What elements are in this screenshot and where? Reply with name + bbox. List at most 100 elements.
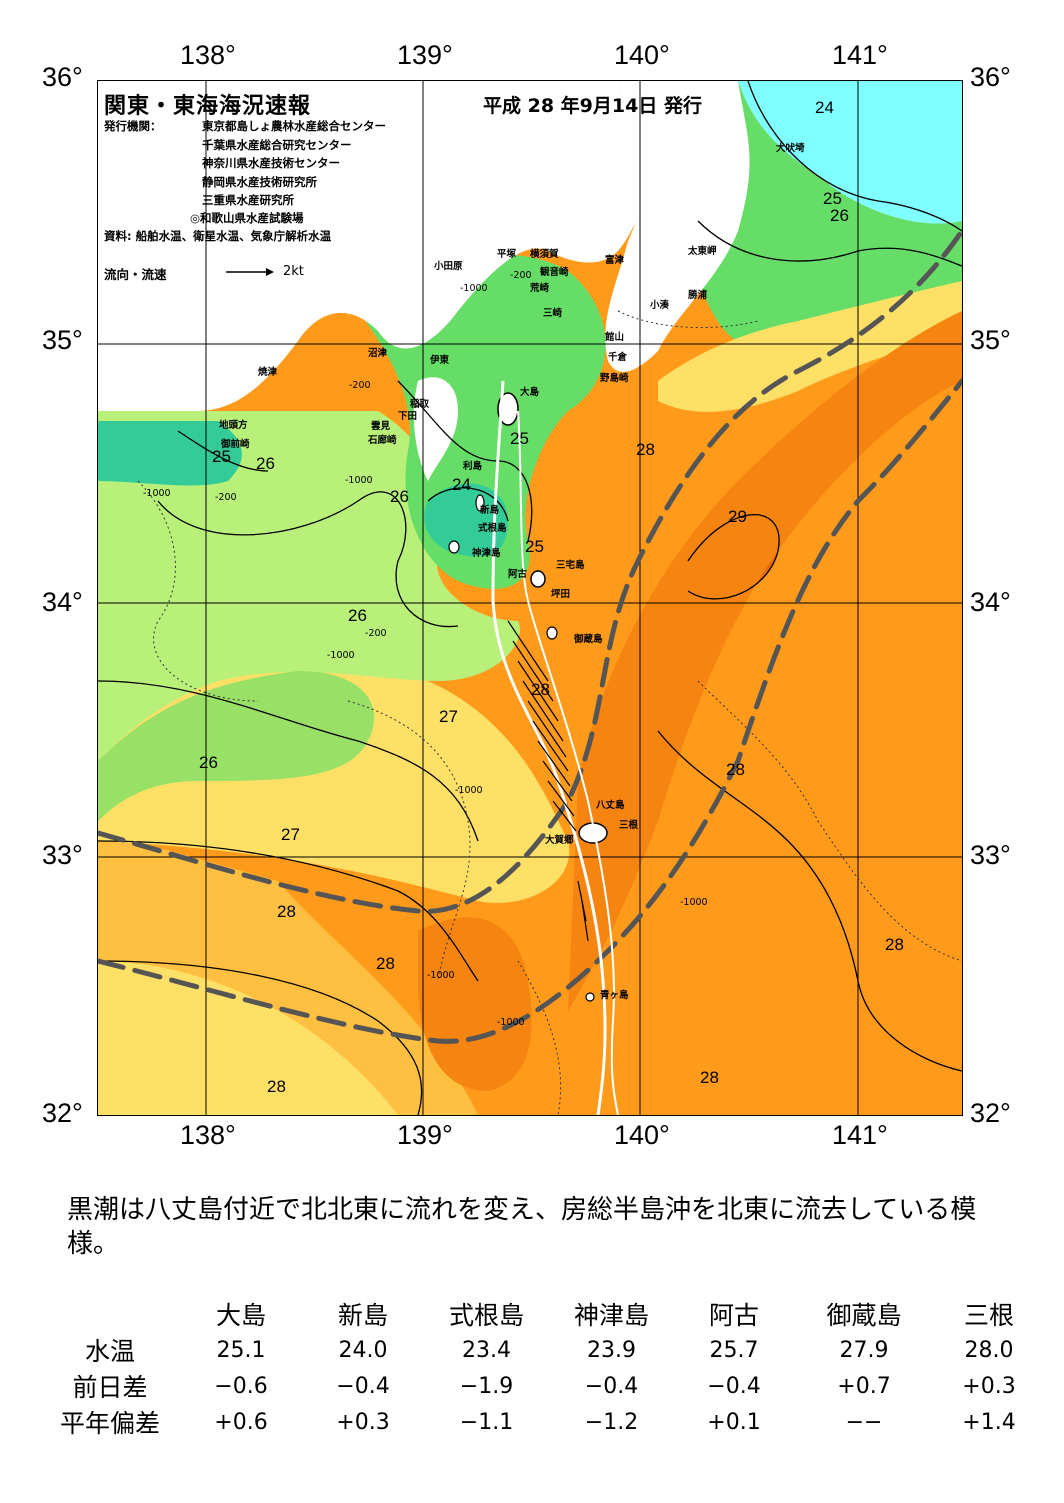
place-mikurajima: 御蔵島 xyxy=(574,631,603,645)
place-miyakejima: 三宅島 xyxy=(556,557,585,571)
place-arasaki: 荒崎 xyxy=(530,280,549,294)
map-title: 関東・東海海況速報 xyxy=(104,88,311,120)
depth-label: -200 xyxy=(510,270,532,281)
depth-label: -1000 xyxy=(680,897,708,908)
depth-label: -1000 xyxy=(455,785,483,796)
isotherm-label: 28 xyxy=(376,954,395,974)
data-sources: 資料: 船舶水温、衛星水温、気象庁解析水温 xyxy=(104,227,331,246)
table-cell: 24.0 xyxy=(302,1332,424,1368)
table-cell: −− xyxy=(794,1404,934,1440)
isotherm-label: 24 xyxy=(815,98,834,118)
place-katsuura: 勝浦 xyxy=(688,287,707,301)
table-cell: +1.4 xyxy=(934,1404,1044,1440)
depth-label: -1000 xyxy=(143,488,171,499)
column-header: 三根 xyxy=(934,1296,1044,1332)
isotherm-label: 28 xyxy=(531,680,550,700)
station-temperature-table: 大島 新島 式根島 神津島 阿古 御蔵島 三根 水温 25.1 24.0 23.… xyxy=(40,1296,1044,1440)
place-yaizu: 焼津 xyxy=(258,364,277,378)
table-cell: 25.7 xyxy=(674,1332,794,1368)
place-odawara: 小田原 xyxy=(434,258,463,272)
place-nojimazaki: 野島崎 xyxy=(600,370,629,384)
lon-label-139-bottom: 139° xyxy=(397,1120,453,1151)
row-label: 水温 xyxy=(40,1332,180,1368)
column-header: 式根島 xyxy=(424,1296,549,1332)
place-kumomi: 雲見 xyxy=(371,418,390,432)
place-kannonzaki: 観音崎 xyxy=(540,264,569,278)
column-header: 大島 xyxy=(180,1296,302,1332)
issuer-item: 千葉県水産総合研究センター xyxy=(202,136,386,155)
place-futtsu: 富津 xyxy=(605,252,624,266)
table-header-row: 大島 新島 式根島 神津島 阿古 御蔵島 三根 xyxy=(40,1296,1044,1332)
depth-label: -1000 xyxy=(345,475,373,486)
lon-label-141-top: 141° xyxy=(832,40,888,71)
situation-comment: 黒潮は八丈島付近で北北東に流れを変え、房総半島沖を北東に流去している模様。 xyxy=(67,1193,1027,1261)
table-cell: 23.9 xyxy=(549,1332,674,1368)
table-cell: +0.3 xyxy=(302,1404,424,1440)
place-ako: 阿古 xyxy=(508,566,527,580)
table-cell: +0.7 xyxy=(794,1368,934,1404)
lat-label-32-right: 32° xyxy=(970,1098,1011,1129)
flow-legend-label: 流向・流速 xyxy=(104,264,167,283)
place-kozushima: 神津島 xyxy=(472,545,501,559)
place-shikinejima: 式根島 xyxy=(478,520,507,534)
table-cell: −1.2 xyxy=(549,1404,674,1440)
place-toshima: 利島 xyxy=(463,458,482,472)
lat-label-34-left: 34° xyxy=(42,587,83,618)
header: 関東・東海海況速報 xyxy=(104,88,311,120)
place-chikura: 千倉 xyxy=(608,349,627,363)
isotherm-label: 28 xyxy=(277,902,296,922)
isotherm-label: 28 xyxy=(726,760,745,780)
isotherm-label: 26 xyxy=(390,487,409,507)
flow-legend-unit: 2kt xyxy=(283,264,304,279)
column-header: 阿古 xyxy=(674,1296,794,1332)
isotherm-label: 26 xyxy=(830,206,849,226)
table-cell: −0.6 xyxy=(180,1368,302,1404)
isotherm-label: 28 xyxy=(885,935,904,955)
place-taitomisaki: 太東岬 xyxy=(688,243,717,257)
place-inubosaki: 犬吠埼 xyxy=(776,140,805,154)
lon-label-138-bottom: 138° xyxy=(180,1120,236,1151)
table-cell: 28.0 xyxy=(934,1332,1044,1368)
table-cell: +0.6 xyxy=(180,1404,302,1440)
issuer-item-lead: ◎和歌山県水産試験場 xyxy=(190,209,304,228)
lat-label-36-left: 36° xyxy=(42,62,83,93)
lat-label-36-right: 36° xyxy=(970,62,1011,93)
issuer-item: 静岡県水産技術研究所 xyxy=(202,173,386,192)
place-oshima: 大島 xyxy=(520,384,539,398)
isotherm-label: 26 xyxy=(199,753,218,773)
lon-label-140-bottom: 140° xyxy=(614,1120,670,1151)
lat-label-32-left: 32° xyxy=(42,1098,83,1129)
isotherm-label: 28 xyxy=(700,1068,719,1088)
row-label: 前日差 xyxy=(40,1368,180,1404)
place-kominato: 小湊 xyxy=(650,297,669,311)
column-header: 神津島 xyxy=(549,1296,674,1332)
isotherm-label: 24 xyxy=(452,475,471,495)
isotherm-label: 26 xyxy=(348,606,367,626)
isotherm-label: 25 xyxy=(212,447,231,467)
place-aogashima: 青ヶ島 xyxy=(600,987,629,1001)
issuer-item: 三重県水産研究所 xyxy=(202,191,386,210)
depth-label: -1000 xyxy=(427,970,455,981)
island-aogashima xyxy=(586,993,594,1001)
table-cell: −0.4 xyxy=(549,1368,674,1404)
table-cell: −0.4 xyxy=(674,1368,794,1404)
table-row: 平年偏差 +0.6 +0.3 −1.1 −1.2 +0.1 −− +1.4 xyxy=(40,1404,1044,1440)
lat-label-33-left: 33° xyxy=(42,840,83,871)
table-cell: −0.4 xyxy=(302,1368,424,1404)
place-tsubota: 坪田 xyxy=(551,586,570,600)
table-corner xyxy=(40,1296,180,1332)
depth-label: -1000 xyxy=(460,283,488,294)
isotherm-label: 27 xyxy=(439,707,458,727)
depth-label: -1000 xyxy=(497,1017,525,1028)
isotherm-label: 28 xyxy=(267,1077,286,1097)
lon-label-140-top: 140° xyxy=(614,40,670,71)
island-miyakejima xyxy=(531,571,545,587)
place-misaki: 三崎 xyxy=(543,305,562,319)
place-mitsune: 三根 xyxy=(619,817,638,831)
depth-label: -200 xyxy=(349,380,371,391)
isotherm-label: 25 xyxy=(510,429,529,449)
row-label: 平年偏差 xyxy=(40,1404,180,1440)
table-row: 前日差 −0.6 −0.4 −1.9 −0.4 −0.4 +0.7 +0.3 xyxy=(40,1368,1044,1404)
place-ito: 伊東 xyxy=(430,352,449,366)
lat-label-33-right: 33° xyxy=(970,840,1011,871)
